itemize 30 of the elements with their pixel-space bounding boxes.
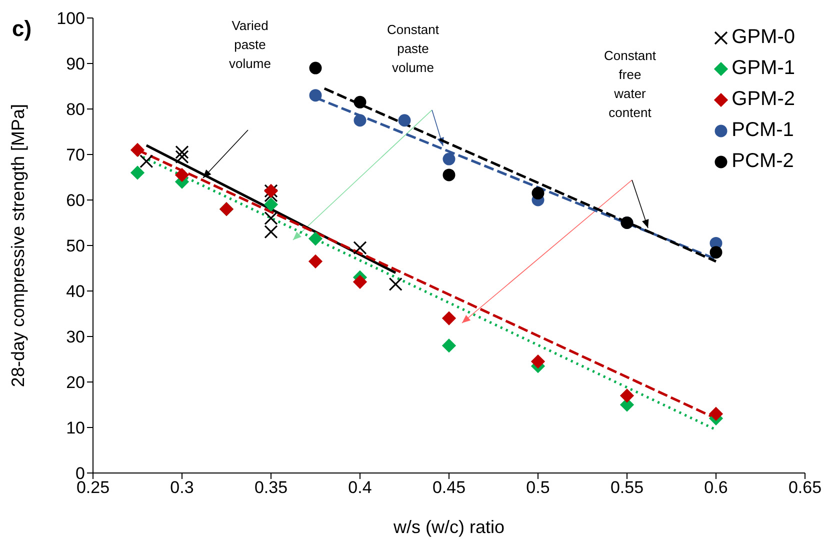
- legend-label: GPM-0: [732, 25, 795, 50]
- y-tick-label: 30: [66, 328, 85, 347]
- x-tick-label: 0.6: [704, 478, 728, 498]
- x-tick-label: 0.4: [348, 478, 372, 498]
- legend-label: PCM-2: [732, 149, 794, 174]
- x-tick-label: 0.45: [432, 478, 466, 498]
- x-tick-label: 0.35: [254, 478, 288, 498]
- y-axis-title: 28-day compressive strength [MPa]: [8, 104, 28, 388]
- x-tick-label: 0.5: [526, 478, 550, 498]
- x-tick-label: 0.25: [76, 478, 110, 498]
- y-tick-label: 60: [66, 191, 85, 210]
- legend-label: PCM-1: [732, 118, 794, 143]
- x-axis-title: w/s (w/c) ratio: [392, 517, 505, 537]
- y-tick-label: 100: [56, 9, 85, 28]
- y-tick-label: 10: [66, 418, 85, 438]
- x-tick-label: 0.55: [610, 478, 644, 498]
- annotation: Constant paste volume: [386, 22, 440, 75]
- y-tick-label: 20: [66, 373, 85, 392]
- legend-label: GPM-2: [732, 87, 795, 112]
- legend-label: GPM-1: [732, 56, 795, 81]
- x-tick-label: 0.65: [788, 478, 822, 498]
- y-tick-label: 40: [66, 282, 85, 302]
- y-tick-label: 80: [66, 100, 85, 120]
- annotation: Constant free water content: [604, 48, 656, 120]
- chart-title: c): [12, 16, 32, 41]
- y-tick-label: 50: [66, 236, 85, 256]
- y-tick-label: 90: [66, 54, 85, 74]
- annotation: Varied paste volume: [229, 18, 271, 71]
- x-tick-label: 0.3: [170, 478, 194, 498]
- y-tick-label: 70: [66, 146, 85, 165]
